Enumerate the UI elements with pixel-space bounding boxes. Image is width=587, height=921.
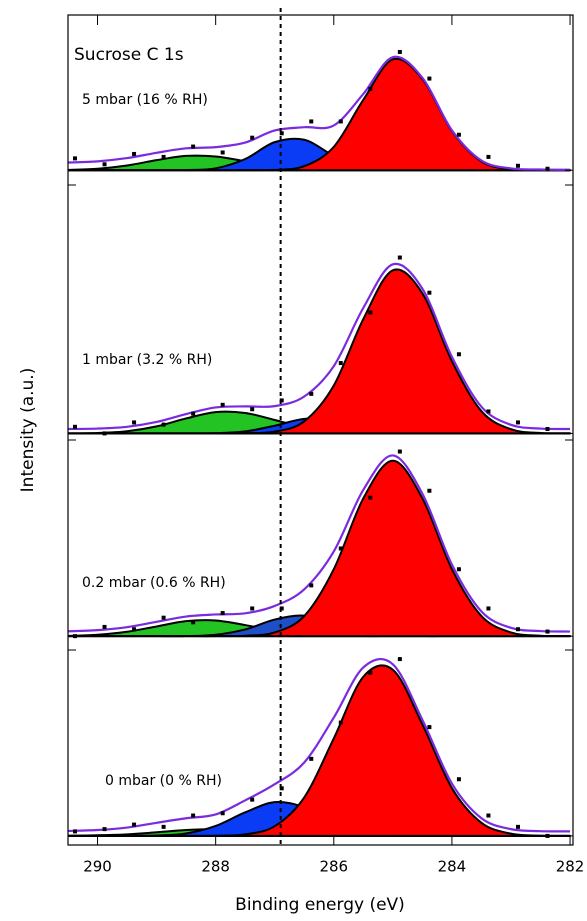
panel-label: 0.2 mbar (0.6 % RH)	[82, 575, 226, 591]
data-point	[397, 657, 402, 662]
data-point	[132, 627, 137, 632]
data-point	[427, 488, 432, 493]
x-tick-label: 286	[319, 858, 348, 876]
plot-area	[68, 49, 579, 838]
component-area	[68, 459, 572, 638]
data-point	[279, 131, 284, 136]
x-tick-label: 284	[438, 858, 467, 876]
data-point	[279, 786, 284, 791]
data-point	[220, 611, 225, 616]
data-point	[486, 409, 491, 414]
data-point	[279, 398, 284, 403]
data-point	[191, 144, 196, 149]
data-point	[309, 391, 314, 396]
envelope-line	[68, 454, 571, 633]
data-point	[132, 822, 137, 827]
data-point	[368, 86, 373, 91]
data-point	[397, 449, 402, 454]
data-point	[456, 352, 461, 357]
envelope-line	[68, 658, 571, 833]
component-area	[68, 268, 572, 435]
data-point	[250, 407, 255, 412]
data-point	[220, 150, 225, 155]
data-point	[456, 132, 461, 137]
data-point	[427, 290, 432, 295]
data-point	[515, 163, 520, 168]
data-point	[397, 49, 402, 54]
data-point	[486, 813, 491, 818]
data-point	[338, 361, 343, 366]
x-tick-label: 288	[201, 858, 230, 876]
data-point	[73, 156, 77, 161]
data-point	[102, 827, 107, 832]
data-point	[220, 402, 225, 407]
data-point	[338, 720, 343, 725]
data-point	[338, 119, 343, 124]
data-point	[73, 829, 77, 834]
data-point	[250, 135, 255, 140]
data-point	[456, 777, 461, 782]
data-point	[220, 811, 225, 816]
data-point	[250, 797, 255, 802]
component-area	[68, 664, 572, 837]
data-point	[427, 76, 432, 81]
data-point	[279, 606, 284, 611]
plot-frame	[67, 14, 574, 846]
data-point	[545, 629, 550, 634]
data-point	[545, 833, 550, 838]
data-point	[515, 824, 520, 829]
data-point	[368, 495, 373, 500]
data-point	[191, 813, 196, 818]
data-point	[132, 151, 137, 156]
data-point	[515, 420, 520, 425]
envelope-line	[68, 262, 571, 431]
data-point	[575, 632, 579, 636]
data-point	[250, 606, 255, 611]
panel-label: 0 mbar (0 % RH)	[105, 773, 222, 789]
data-point	[456, 567, 461, 572]
data-point	[191, 620, 196, 625]
data-point	[161, 422, 166, 427]
envelope-line	[68, 55, 571, 171]
data-point	[575, 429, 579, 433]
data-point	[338, 546, 343, 551]
data-point	[515, 627, 520, 632]
chart-title: Sucrose C 1s	[74, 45, 184, 65]
data-point	[545, 166, 550, 171]
data-point	[191, 411, 196, 416]
panel-label: 1 mbar (3.2 % RH)	[82, 352, 212, 368]
data-point	[575, 171, 579, 175]
x-tick-label: 282	[556, 858, 585, 876]
data-point	[368, 310, 373, 315]
data-point	[161, 154, 166, 159]
data-point	[486, 606, 491, 611]
data-point	[161, 824, 166, 829]
data-point	[73, 424, 77, 429]
data-point	[161, 615, 166, 620]
data-point	[397, 255, 402, 260]
panel-label: 5 mbar (16 % RH)	[82, 92, 208, 108]
data-point	[368, 670, 373, 675]
data-point	[486, 154, 491, 159]
data-point	[575, 832, 579, 836]
data-point	[309, 119, 314, 124]
data-point	[427, 725, 432, 730]
data-point	[132, 420, 137, 425]
data-point	[309, 583, 314, 588]
data-point	[102, 431, 107, 436]
x-axis-label: Binding energy (eV)	[235, 895, 405, 915]
data-point	[102, 162, 107, 167]
data-point	[309, 756, 314, 761]
data-point	[545, 427, 550, 432]
y-axis-label: Intensity (a.u.)	[18, 368, 38, 493]
data-point	[102, 624, 107, 629]
x-tick-label: 290	[83, 858, 112, 876]
